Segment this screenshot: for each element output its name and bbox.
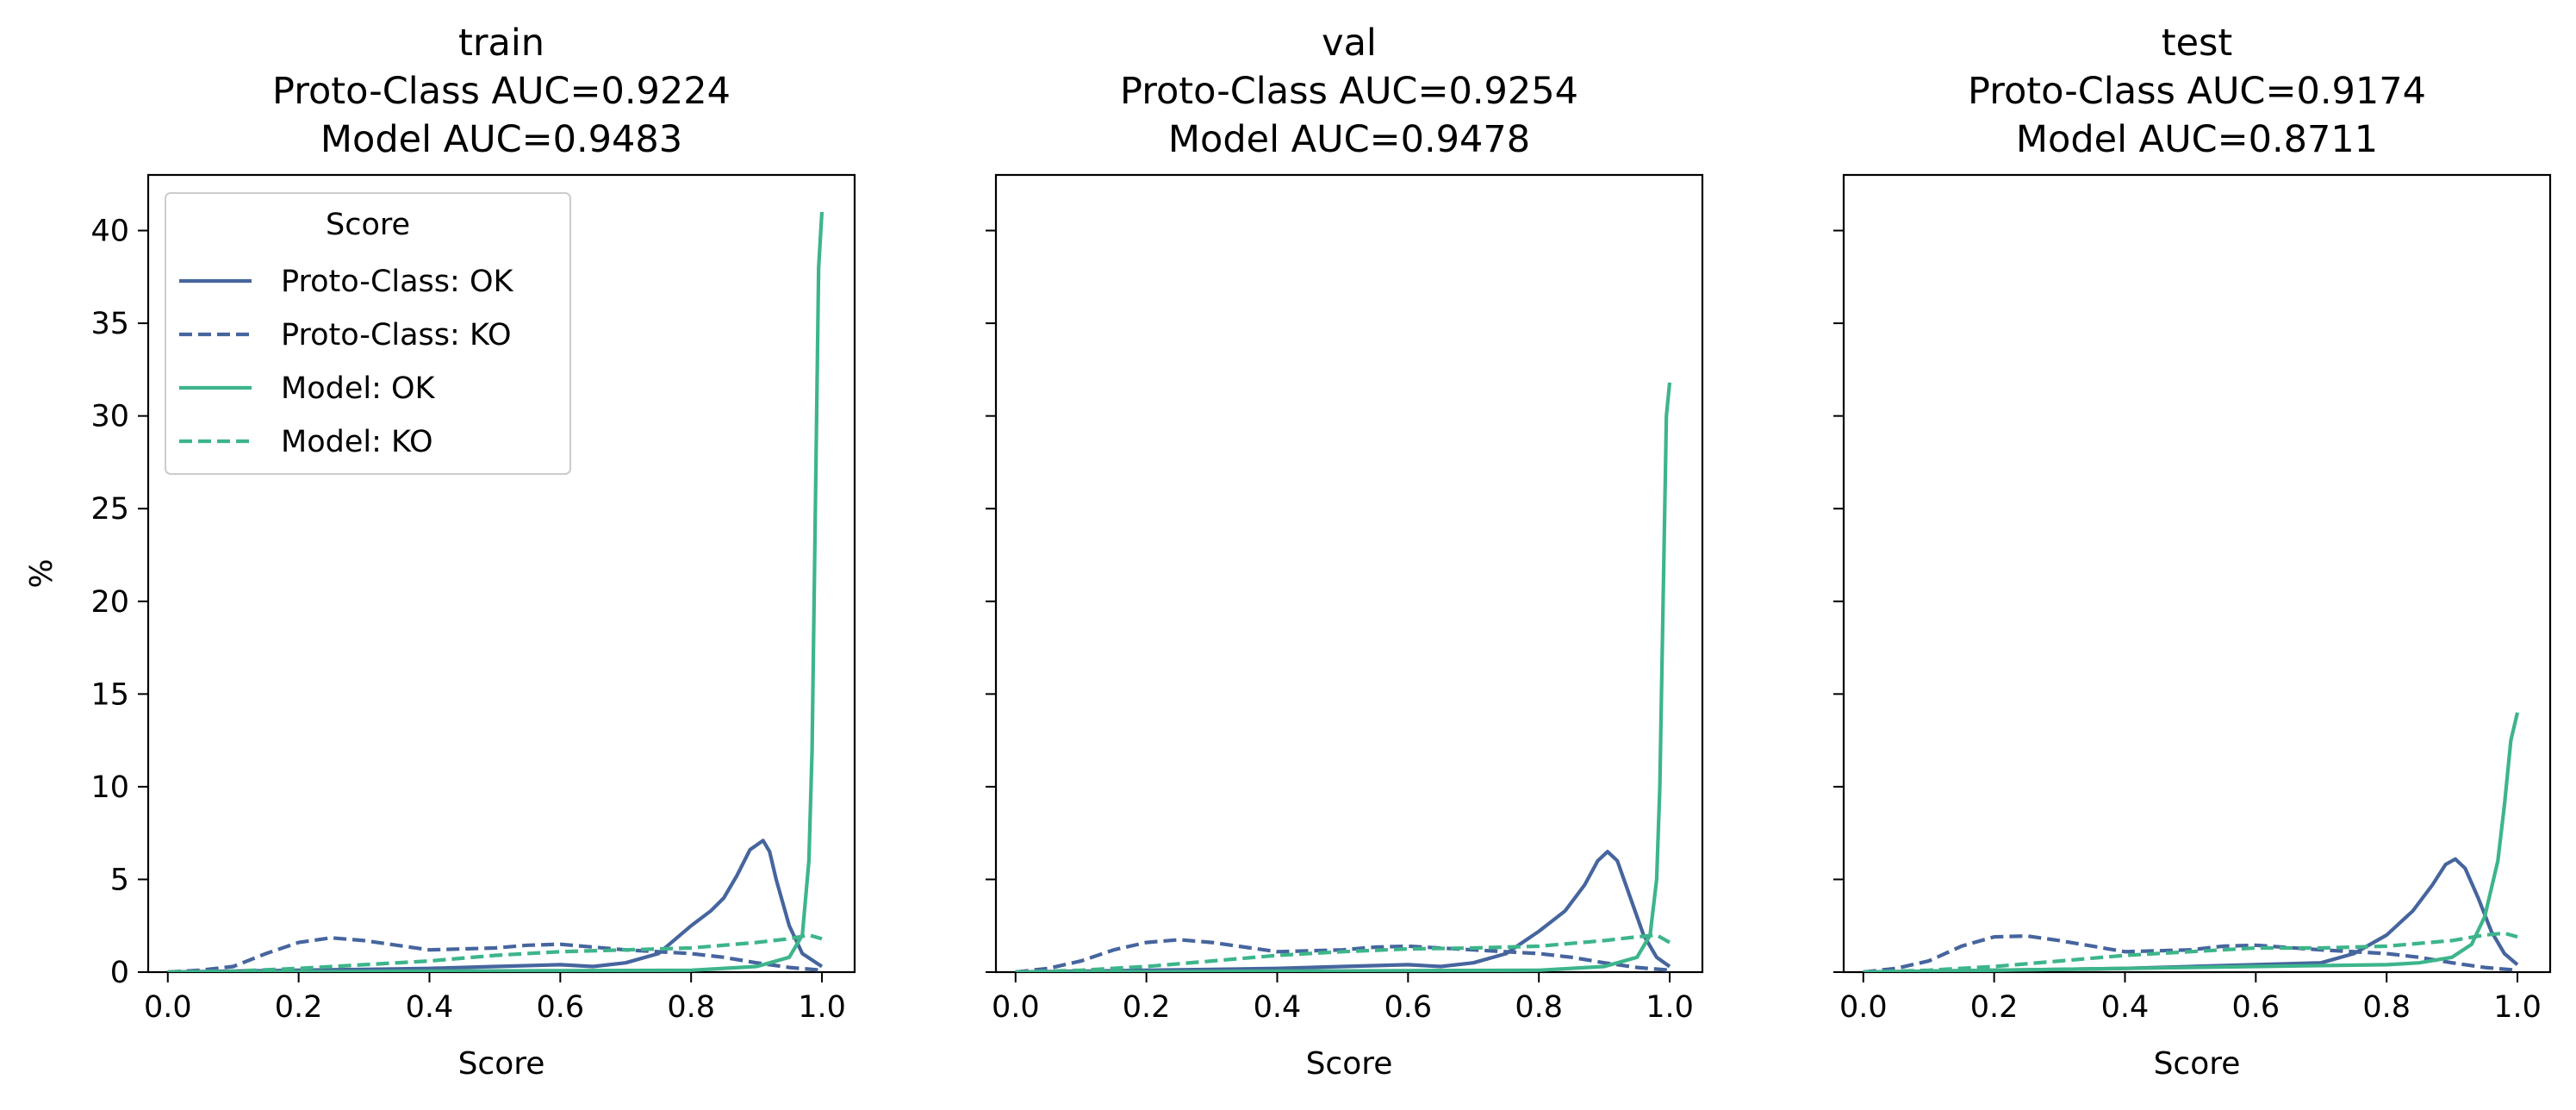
chart-title: val Proto-Class AUC=0.9254 Model AUC=0.947…	[1120, 22, 1578, 161]
y-axis-label: %	[24, 558, 59, 588]
x-axis-label: Score	[458, 1046, 545, 1082]
series-line-model-ok	[1863, 712, 2520, 972]
series-line-proto-class-ko	[167, 936, 823, 972]
x-tick-label: 1.0	[2493, 990, 2542, 1025]
x-tick-label: 0.0	[1839, 990, 1888, 1025]
x-tick-label: 0.8	[667, 990, 715, 1025]
legend-entry-label: Proto-Class: KO	[281, 318, 512, 352]
x-axis-label: Score	[2154, 1046, 2241, 1082]
legend: Score Proto-Class: OK Proto-Class: KO Model…	[165, 192, 571, 475]
y-tick-label: 5	[110, 863, 129, 897]
x-tick-label: 0.6	[1384, 990, 1432, 1025]
x-tick-label: 0.8	[2362, 990, 2411, 1025]
y-tick-label: 40	[90, 215, 129, 249]
panel-2: test Proto-Class AUC=0.9174 Model AUC=0.87…	[1833, 22, 2552, 1082]
legend-entry-label: Model: OK	[281, 371, 436, 406]
series-line-model-ok	[1015, 382, 1672, 972]
series-line-proto-class-ok	[1863, 857, 2519, 972]
x-tick-label: 0.4	[1254, 990, 1302, 1025]
series-line-proto-class-ok	[1015, 850, 1671, 972]
series-line-proto-class-ok	[167, 839, 824, 972]
y-tick-label: 20	[90, 585, 129, 620]
x-tick-label: 0.6	[536, 990, 584, 1025]
x-tick-label: 0.4	[406, 990, 454, 1025]
x-tick-label: 0.4	[2101, 990, 2150, 1025]
x-tick-label: 0.8	[1515, 990, 1563, 1025]
legend-box	[165, 192, 571, 475]
x-tick-label: 0.6	[2231, 990, 2280, 1025]
y-tick-label: 25	[90, 492, 129, 527]
legend-title: Score	[326, 208, 410, 242]
y-tick-label: 35	[90, 307, 129, 341]
panel-0: train Proto-Class AUC=0.9224 Model AUC=0.9…	[24, 22, 856, 1082]
legend-entry-label: Proto-Class: OK	[281, 265, 513, 299]
panel-1: val Proto-Class AUC=0.9254 Model AUC=0.947…	[986, 22, 1704, 1082]
y-tick-label: 0	[110, 956, 129, 990]
y-tick-label: 15	[90, 677, 129, 712]
series-line-model-ok	[167, 211, 824, 972]
x-tick-label: 0.0	[144, 990, 192, 1025]
x-axis-label: Score	[1306, 1046, 1393, 1082]
x-tick-label: 0.2	[1123, 990, 1171, 1025]
x-tick-label: 0.2	[275, 990, 323, 1025]
y-tick-label: 30	[90, 400, 129, 434]
legend-entry-label: Model: KO	[281, 425, 433, 459]
x-tick-label: 1.0	[798, 990, 846, 1025]
y-tick-label: 10	[90, 770, 129, 805]
plot-frame	[1842, 173, 2552, 974]
x-tick-label: 0.2	[1970, 990, 2019, 1025]
plot-frame	[994, 173, 1704, 974]
x-tick-label: 0.0	[992, 990, 1040, 1025]
chart-title: train Proto-Class AUC=0.9224 Model AUC=0.9…	[272, 22, 731, 161]
chart-title: test Proto-Class AUC=0.9174 Model AUC=0.87…	[1968, 22, 2426, 161]
x-tick-label: 1.0	[1646, 990, 1694, 1025]
